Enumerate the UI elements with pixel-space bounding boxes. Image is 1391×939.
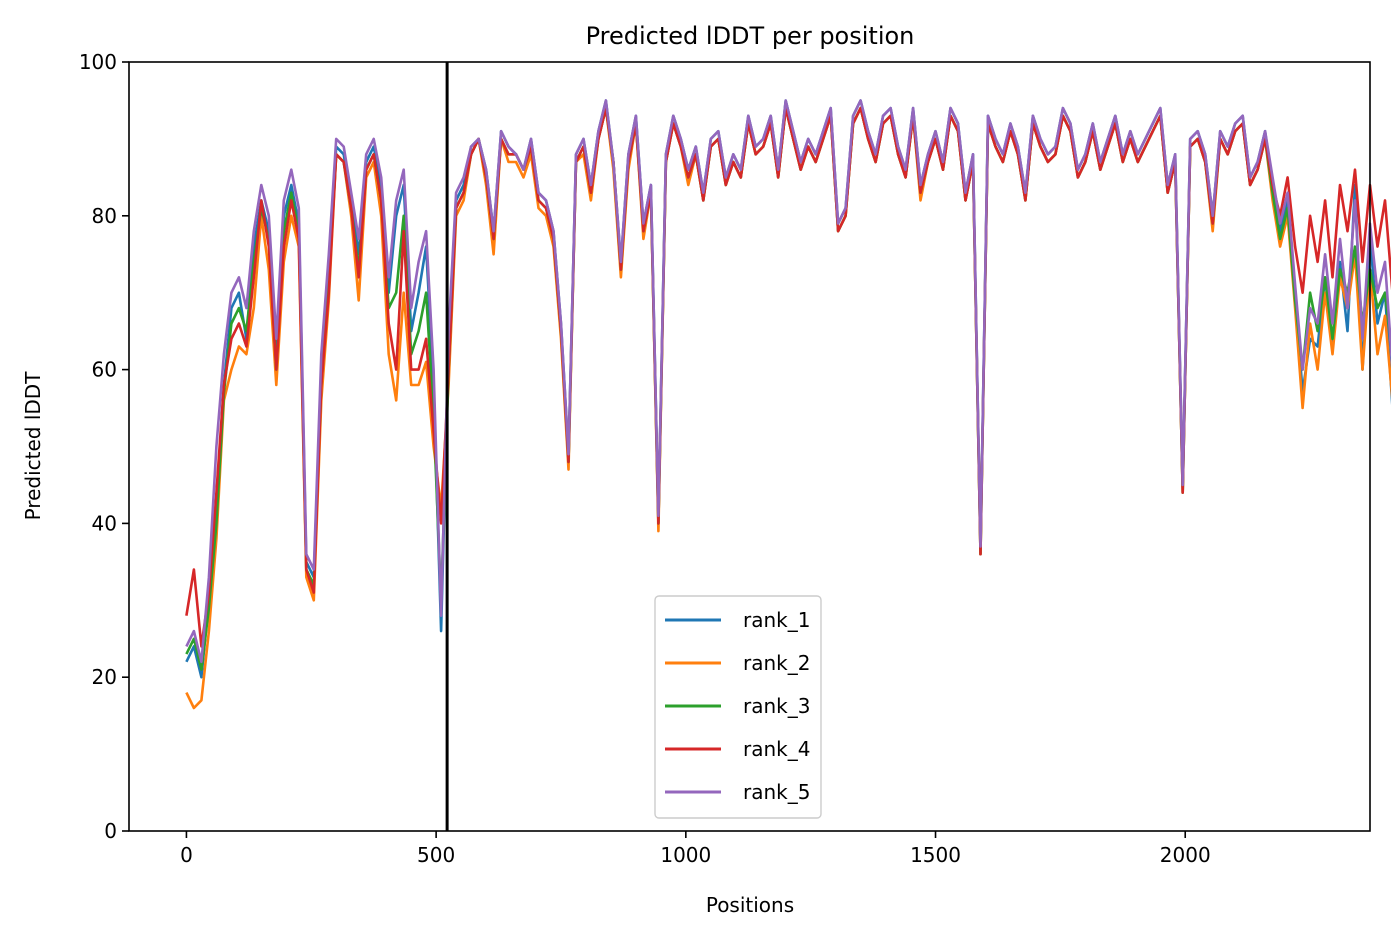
y-tick-label-40: 40 — [92, 511, 117, 535]
x-tick-label-2000: 2000 — [1160, 843, 1211, 867]
series-line-rank_4 — [185, 106, 1391, 648]
x-tick-label-1000: 1000 — [660, 843, 711, 867]
x-tick-label-0: 0 — [180, 843, 193, 867]
legend-label-rank_4: rank_4 — [743, 737, 810, 761]
legend-label-rank_3: rank_3 — [743, 694, 810, 718]
plot-frame — [128, 61, 1371, 832]
legend-label-rank_5: rank_5 — [743, 780, 810, 804]
x-tick-label-500: 500 — [417, 843, 455, 867]
series-layer — [185, 99, 1391, 710]
x-tick-label-1500: 1500 — [910, 843, 961, 867]
chart-title: Predicted lDDT per position — [586, 22, 915, 50]
legend-label-rank_1: rank_1 — [743, 608, 810, 632]
legend: rank_1 rank_2 rank_3 rank_4 rank_5 — [654, 595, 822, 819]
y-tick-label-60: 60 — [92, 358, 117, 382]
legend-frame — [654, 595, 822, 819]
legend-label-rank_2: rank_2 — [743, 651, 810, 675]
y-tick-label-20: 20 — [92, 665, 117, 689]
y-tick-label-80: 80 — [92, 204, 117, 228]
y-tick-label-100: 100 — [79, 50, 117, 74]
x-axis-title: Positions — [706, 893, 794, 917]
y-tick-label-0: 0 — [104, 819, 117, 843]
y-axis-title: Predicted lDDT — [21, 371, 45, 521]
series-line-rank_5 — [185, 99, 1391, 664]
axis-layer: 0 500 1000 1500 2000 0 20 40 60 80 100 — [79, 50, 1211, 867]
